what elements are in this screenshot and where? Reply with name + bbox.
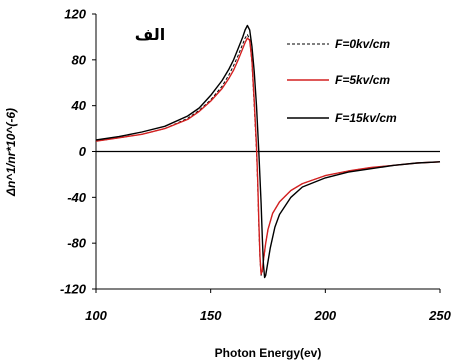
annotation-label: الف: [135, 25, 166, 44]
y-tick-label: 0: [79, 144, 87, 159]
plot-frame: [95, 14, 440, 290]
y-tick-label: -80: [67, 236, 87, 251]
x-tick-label: 100: [85, 308, 107, 323]
y-ticks: 120 80 40 0 -40 -80 -120: [60, 7, 96, 297]
legend-label-1: F=0kv/cm: [335, 37, 390, 51]
y-tick-label: 40: [71, 98, 87, 113]
legend: F=0kv/cm F=5kv/cm F=15kv/cm: [287, 37, 397, 125]
series-line-1: [95, 34, 441, 276]
y-tick-label: -40: [67, 190, 87, 205]
x-axis-title: Photon Energy(ev): [215, 346, 322, 360]
series-line-3: [95, 24, 441, 279]
x-tick-label: 250: [428, 308, 451, 323]
x-tick-label: 150: [200, 308, 222, 323]
legend-label-2: F=5kv/cm: [335, 73, 390, 87]
y-axis-title: Δn^1/nr*10^(-6): [4, 108, 18, 197]
legend-label-3: F=15kv/cm: [335, 111, 397, 125]
y-tick-label: 80: [72, 52, 87, 67]
x-ticks: 100 150 200 250: [85, 289, 452, 323]
series-layer: [95, 24, 441, 279]
y-tick-label: -120: [60, 282, 87, 297]
y-tick-label: 120: [64, 7, 86, 22]
series-line-2: [95, 37, 441, 275]
x-tick-label: 200: [313, 308, 336, 323]
